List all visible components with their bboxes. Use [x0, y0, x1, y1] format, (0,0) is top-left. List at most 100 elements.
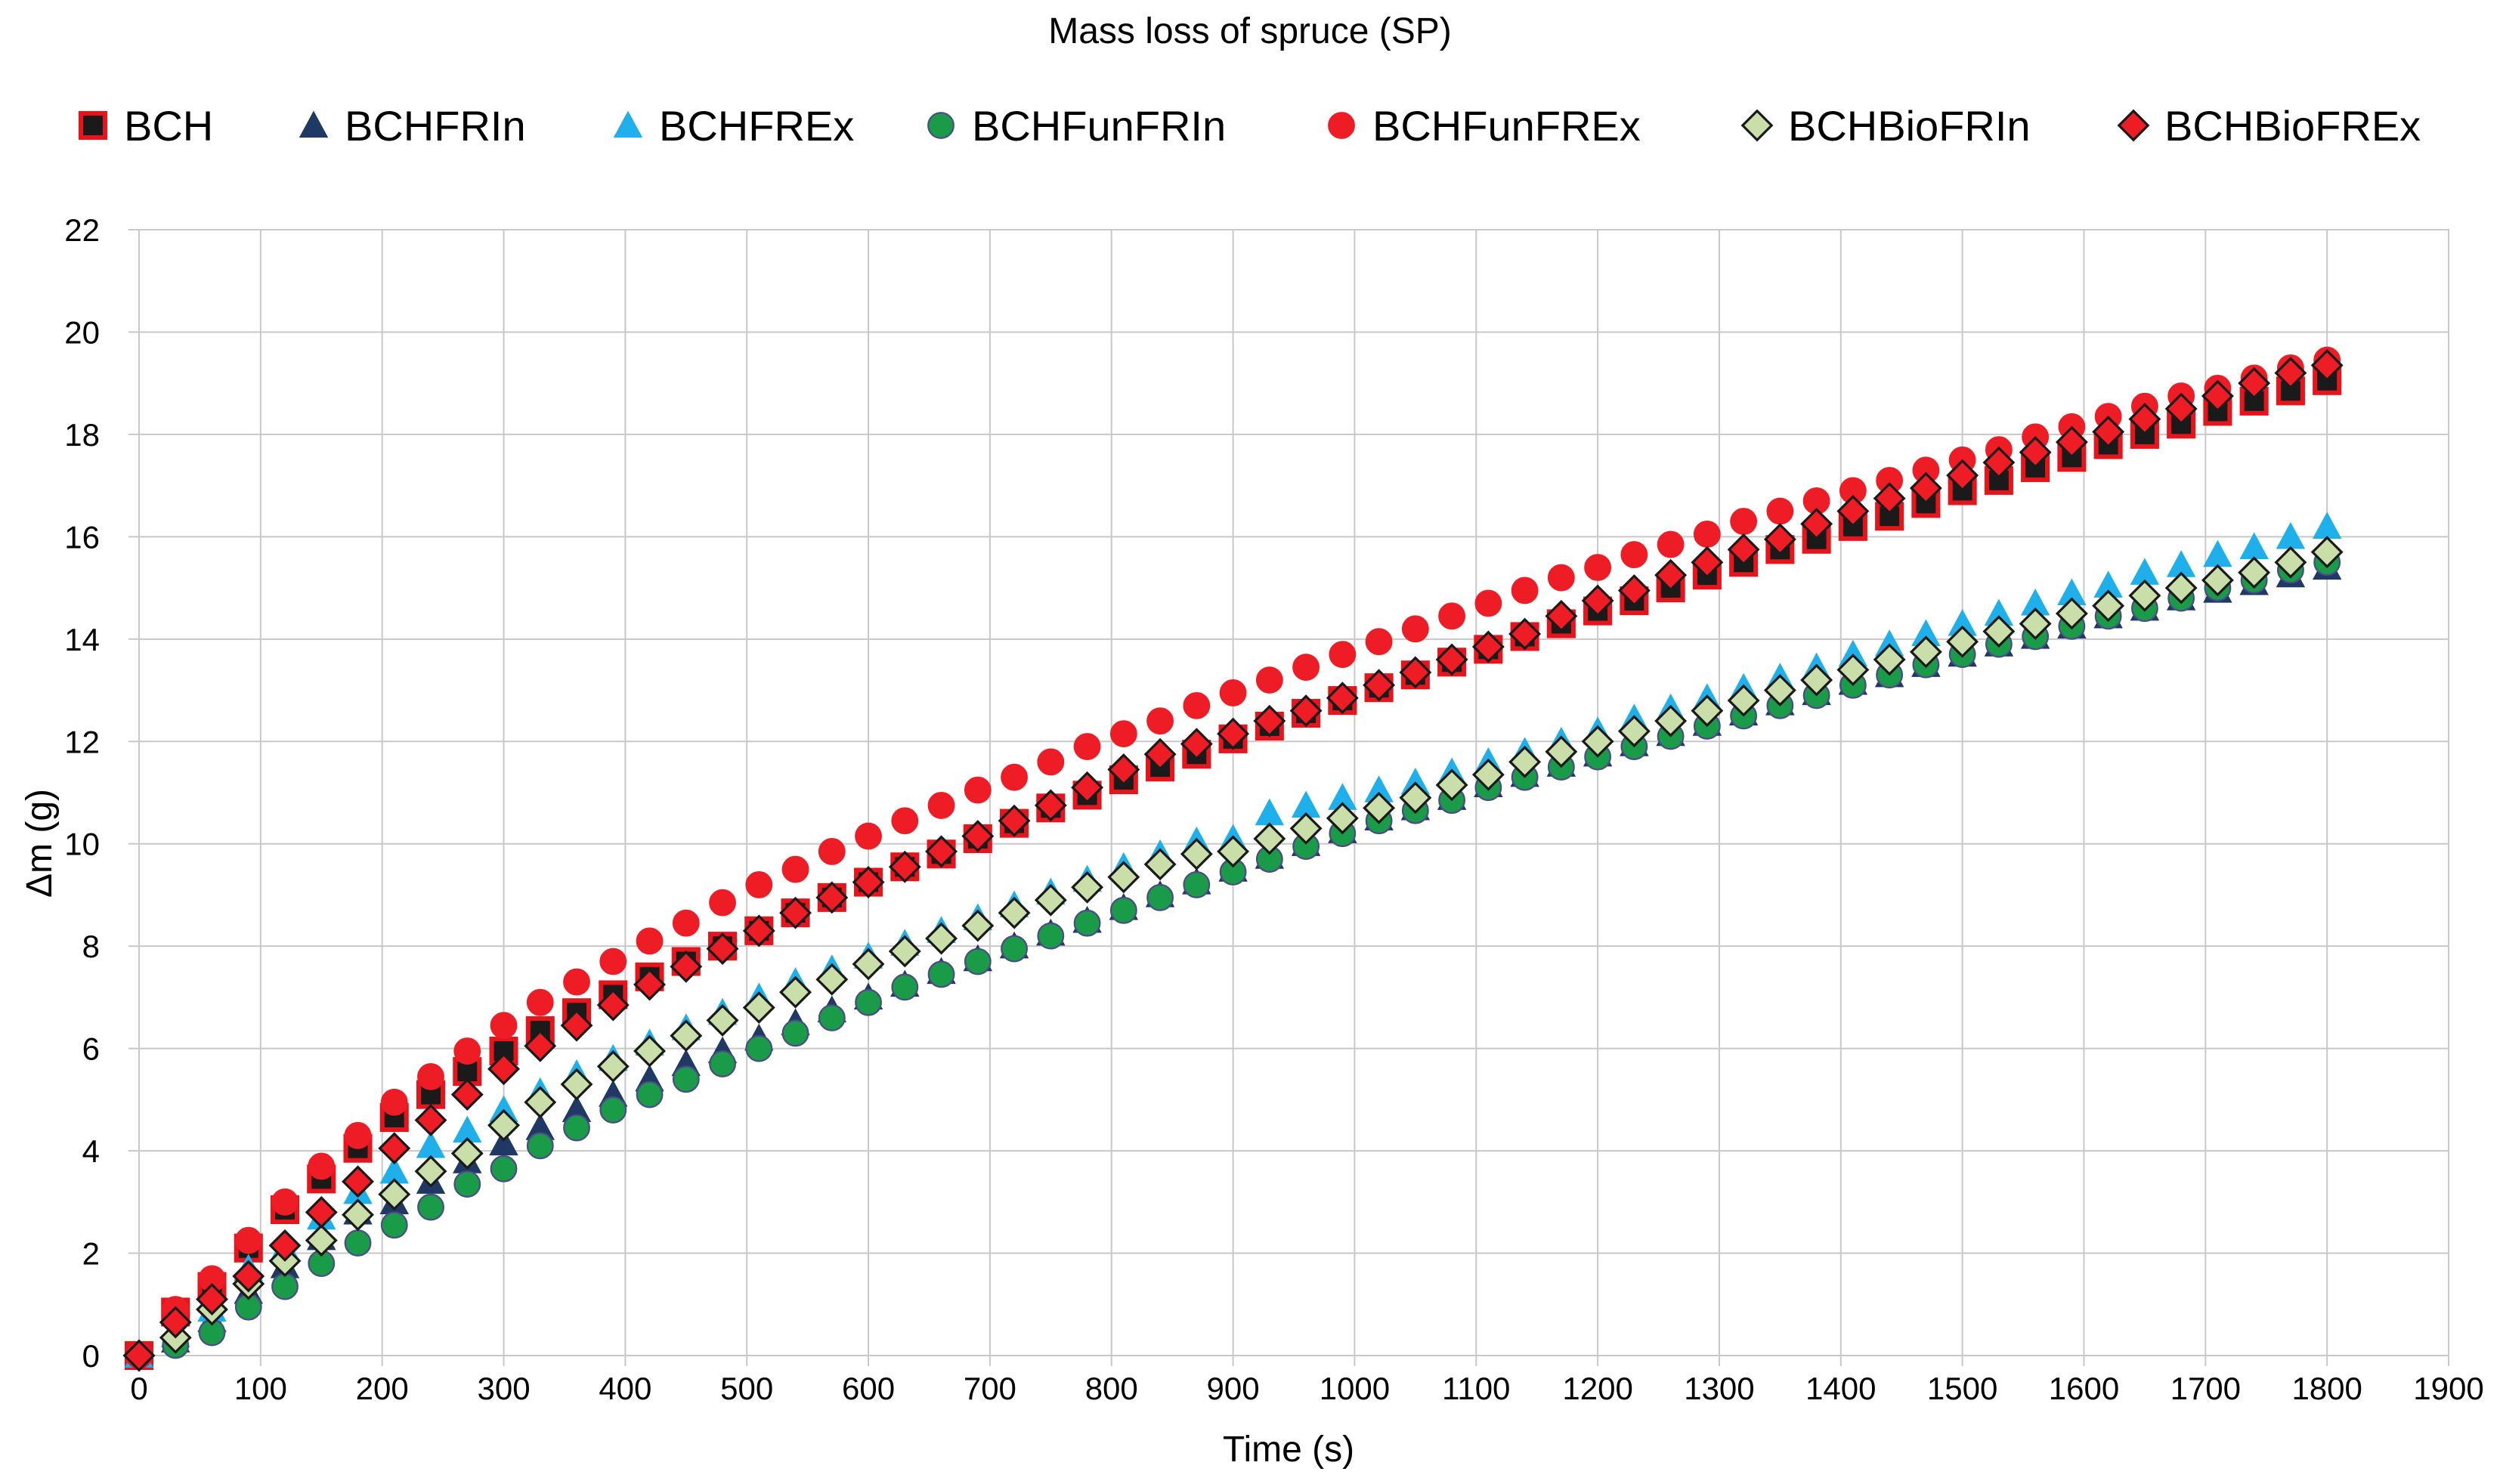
- data-point: [305, 1224, 338, 1257]
- data-point: [888, 850, 921, 883]
- data-point: [888, 935, 921, 968]
- chart-title: Mass loss of spruce (SP): [1048, 11, 1452, 51]
- legend-item-bch[interactable]: BCH: [76, 95, 213, 156]
- data-point: [1143, 848, 1177, 881]
- data-point: [2201, 564, 2234, 597]
- data-point: [633, 1034, 666, 1068]
- data-point: [670, 1019, 703, 1053]
- data-point: [1037, 922, 1065, 950]
- data-point: [2128, 579, 2161, 612]
- x-tick-label: 1300: [1684, 1371, 1754, 1406]
- data-point: [487, 1053, 520, 1086]
- y-tick-label: 12: [64, 724, 100, 759]
- data-point: [1693, 521, 1721, 548]
- data-point: [344, 1121, 372, 1149]
- data-point: [2274, 357, 2307, 390]
- data-point: [2055, 597, 2088, 630]
- x-tick-label: 1900: [2413, 1371, 2483, 1406]
- data-point: [1691, 546, 1724, 579]
- legend-marker: [1328, 112, 1355, 139]
- data-point: [2164, 571, 2198, 604]
- data-point: [1289, 694, 1323, 728]
- data-point: [414, 1155, 447, 1188]
- data-point: [1073, 733, 1101, 760]
- data-point: [1581, 725, 1614, 758]
- square-marker-icon: [78, 110, 108, 141]
- data-point: [526, 988, 554, 1016]
- data-point: [1180, 837, 1213, 870]
- y-tick-label: 0: [82, 1338, 100, 1374]
- legend-item-bchfrex[interactable]: BCHFREx: [611, 95, 854, 156]
- y-tick-label: 8: [82, 929, 100, 964]
- data-point: [2238, 366, 2271, 400]
- y-tick-label: 6: [82, 1031, 100, 1067]
- data-point: [1073, 909, 1101, 937]
- data-point: [1471, 630, 1505, 663]
- y-tick-label: 10: [64, 827, 100, 862]
- data-point: [2128, 403, 2161, 436]
- data-point: [1292, 654, 1320, 681]
- data-point: [855, 822, 882, 850]
- legend-label: BCHFunFREx: [1372, 101, 1641, 150]
- x-tick-label: 0: [130, 1371, 147, 1406]
- data-point: [1435, 768, 1468, 802]
- data-point: [2312, 512, 2342, 539]
- y-axis-title: Δm (g): [20, 789, 60, 898]
- legend-item-bchfunfrin[interactable]: BCHFunFRIn: [924, 95, 1226, 156]
- data-point: [2310, 536, 2344, 569]
- diamond-marker-icon: [2117, 109, 2150, 142]
- data-point: [742, 914, 775, 948]
- data-point: [1471, 758, 1505, 791]
- data-point: [1836, 653, 1870, 686]
- data-point: [308, 1152, 336, 1180]
- data-point: [1217, 717, 1250, 750]
- data-point: [342, 1198, 374, 1232]
- data-point: [453, 1037, 481, 1065]
- legend-item-bchbiofrin[interactable]: BCHBioFRIn: [1740, 95, 2031, 156]
- data-point: [271, 1272, 299, 1300]
- data-point: [1365, 628, 1393, 656]
- data-point: [964, 776, 992, 804]
- data-point: [378, 1178, 411, 1211]
- y-tick-label: 4: [82, 1133, 100, 1169]
- data-point: [1508, 617, 1542, 651]
- data-point: [1037, 748, 1065, 776]
- data-point: [1109, 720, 1137, 748]
- data-point: [1946, 459, 1979, 492]
- legend-marker: [927, 112, 955, 139]
- x-tick-label: 800: [1085, 1371, 1138, 1406]
- data-point: [2019, 436, 2052, 469]
- data-point: [818, 1004, 846, 1031]
- x-tick-label: 400: [599, 1371, 651, 1406]
- data-point: [2274, 546, 2307, 579]
- data-point: [1581, 584, 1614, 617]
- x-tick-label: 1200: [1562, 1371, 1632, 1406]
- x-tick-label: 1100: [1442, 1371, 1510, 1406]
- data-point: [1584, 554, 1612, 581]
- data-point: [268, 1229, 302, 1262]
- data-point: [1982, 446, 2016, 479]
- circle-marker-icon: [927, 112, 955, 139]
- data-point: [1180, 728, 1213, 761]
- legend-item-bchfunfrex[interactable]: BCHFunFREx: [1324, 95, 1641, 156]
- data-point: [599, 1096, 627, 1124]
- legend-label: BCHFREx: [659, 101, 855, 150]
- data-point: [745, 1034, 773, 1062]
- data-point: [998, 896, 1031, 929]
- data-point: [1253, 704, 1286, 737]
- legend-item-bchfrin[interactable]: BCHFRIn: [296, 95, 526, 156]
- data-point: [1691, 694, 1724, 728]
- x-tick-label: 500: [720, 1371, 773, 1406]
- data-point: [453, 1170, 481, 1198]
- data-point: [1363, 791, 1396, 824]
- data-point: [1289, 812, 1323, 845]
- data-point: [271, 1188, 299, 1216]
- legend-item-bchbiofrex[interactable]: BCHBioFREx: [2116, 95, 2421, 156]
- data-point: [378, 1132, 411, 1165]
- data-point: [1326, 682, 1359, 715]
- data-point: [1873, 643, 1906, 676]
- y-tick-label: 16: [64, 519, 100, 555]
- legend-marker: [2117, 109, 2150, 142]
- data-point: [1034, 883, 1067, 917]
- data-point: [961, 909, 995, 942]
